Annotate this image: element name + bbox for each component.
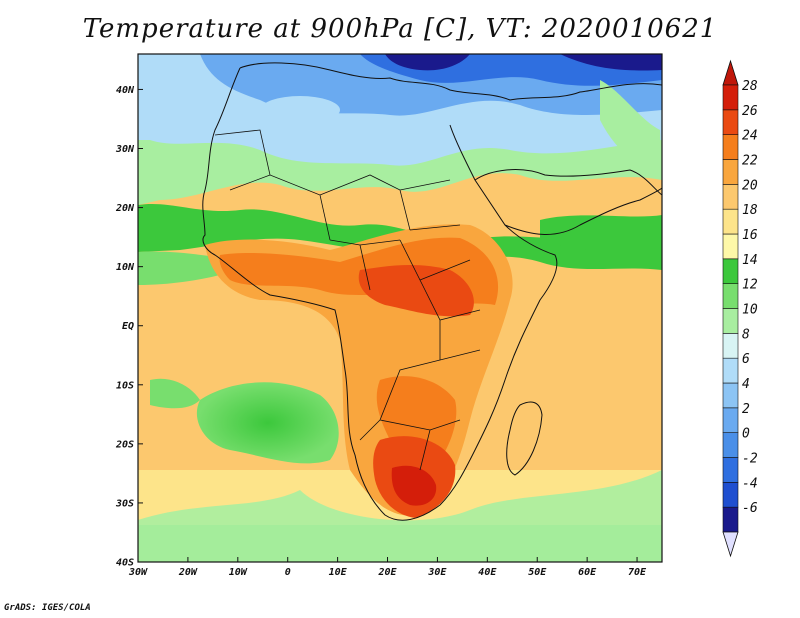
field-iran-mild [600, 80, 662, 180]
colorbar-swatch [722, 134, 739, 160]
country-borders [214, 129, 481, 471]
colorbar-under-arrow [722, 531, 739, 558]
longitude-axis: 30W 20W 10W 0 10E 20E 30E 40E 50E 60E 70E [128, 557, 647, 578]
colorbar-label: 0 [742, 427, 750, 442]
africa-outline [202, 67, 558, 521]
lon-tick-label: 20E [377, 567, 397, 578]
colorbar-label: 4 [742, 377, 750, 392]
lon-tick-label: 40E [478, 567, 497, 578]
lon-tick-label: 50E [528, 567, 547, 578]
field-atlantic-patch [150, 378, 200, 409]
lat-tick-label: 30N [115, 144, 135, 155]
colorbar-swatch [722, 482, 739, 508]
lon-tick-label: 10E [329, 567, 348, 578]
colorbar-label: 24 [742, 129, 758, 144]
colorbar-swatch [722, 506, 739, 533]
lon-tick-label: 70E [628, 567, 647, 578]
lon-tick-label: 30E [427, 567, 447, 578]
map-frame [137, 53, 663, 563]
lat-tick-label: 40S [116, 558, 134, 569]
latitude-axis: 40N 30N 20N 10N EQ 10S 20S 30S 40S [115, 85, 143, 569]
map-title: Temperature at 900hPa [C], VT: 202001062… [82, 14, 718, 44]
coastlines [202, 62, 662, 521]
colorbar-label: 14 [742, 253, 758, 268]
lat-tick-label: 10S [116, 380, 134, 391]
colorbar-swatch [722, 233, 739, 260]
field-south-atlantic-green [196, 382, 339, 464]
field-central-hot [358, 265, 474, 317]
colorbar-swatch [722, 258, 739, 284]
colorbar-swatch [722, 333, 739, 359]
lon-tick-label: 0 [285, 567, 291, 578]
north-coast [239, 62, 662, 101]
colorbar-over-arrow [722, 59, 739, 86]
colorbar-label: 2 [742, 402, 750, 417]
colorbar-swatch [722, 283, 739, 309]
field-south-green [138, 470, 662, 562]
colorbar-label: 28 [742, 79, 758, 94]
field-arabian-green [540, 215, 662, 252]
colorbar-swatch [722, 457, 739, 483]
colorbar-label: -4 [742, 476, 758, 491]
colorbar-swatch [722, 208, 739, 235]
lat-tick-label: 10N [116, 262, 135, 273]
colorbar-swatch [722, 159, 739, 185]
colorbar-label: 26 [742, 104, 758, 119]
field-southern-hottest [391, 465, 437, 506]
colorbar-swatch [722, 407, 739, 433]
colorbar-label: 6 [742, 352, 750, 367]
colorbar-label: -2 [742, 452, 758, 467]
lon-tick-label: 30W [128, 567, 148, 578]
colorbar-swatch [722, 184, 739, 210]
lat-tick-label: 40N [116, 85, 135, 96]
lat-tick-label: 30S [115, 498, 134, 509]
lon-tick-label: 60E [578, 567, 597, 578]
colorbar-label: 10 [742, 303, 758, 318]
colorbar-swatch [722, 357, 739, 384]
colorbar-swatch [722, 308, 739, 334]
colorbar-swatch [722, 382, 739, 409]
field-atlas-cool [260, 96, 340, 124]
colorbar-label: 12 [742, 278, 758, 293]
field-north-coldest [385, 54, 662, 71]
lon-tick-label: 20W [178, 567, 198, 578]
lat-tick-label: 20S [115, 439, 134, 450]
lat-tick-label: EQ [122, 321, 134, 332]
colorbar-swatch [722, 84, 739, 111]
colorbar-label: -6 [742, 501, 758, 516]
colorbar-label: 18 [742, 203, 758, 218]
colorbar-swatch [722, 432, 739, 458]
temperature-field [138, 54, 662, 562]
arabia-south [504, 187, 662, 235]
lon-tick-label: 10W [229, 567, 248, 578]
arabia-north [474, 169, 662, 196]
credit-text: GrADS: IGES/COLA [4, 603, 91, 613]
madagascar [506, 401, 543, 476]
colorbar-label: 8 [742, 327, 750, 342]
colorbar-label: 16 [742, 228, 758, 243]
lat-tick-label: 20N [115, 203, 135, 214]
colorbar-swatch [722, 109, 739, 135]
colorbar-label: 20 [742, 178, 758, 193]
field-west-atlantic-green [138, 251, 225, 285]
colorbar-label: 22 [742, 154, 758, 169]
